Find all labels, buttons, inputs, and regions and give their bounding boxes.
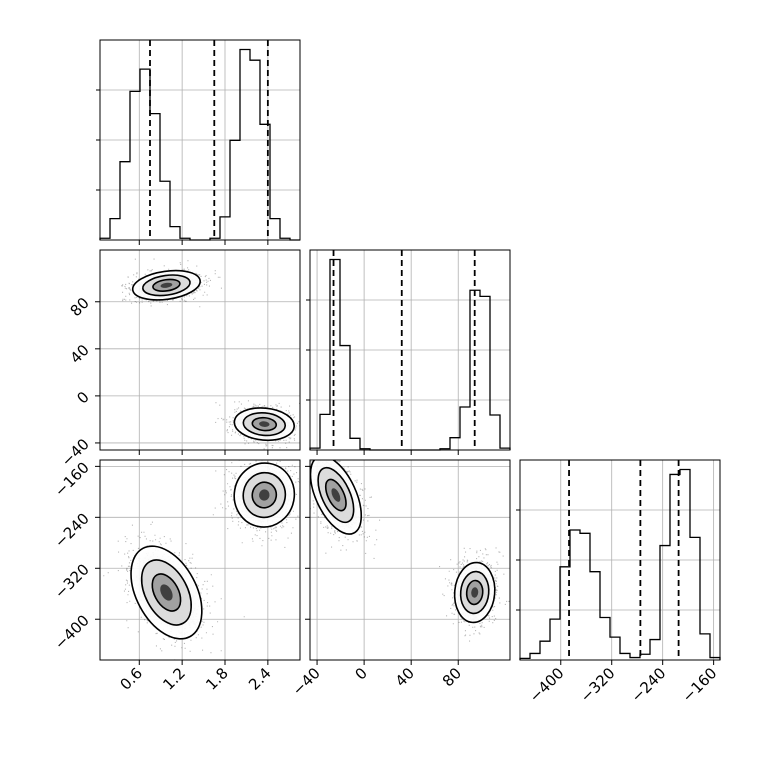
density-2-1-content [310,460,510,642]
xtick-label-2-0: −400 [526,664,568,706]
hist-1-frame [309,249,511,451]
density-2-1-contour-0-3 [471,587,479,598]
ytick-label-1-1: 0 [73,388,92,407]
hist-2-frame [519,459,721,661]
xtick-label-2-2: −240 [628,664,670,706]
density-1-0-content [121,258,300,450]
density-2-0-frame [99,459,301,661]
hist-0-frame [99,39,301,241]
ytick-label-2-1: −320 [51,560,93,602]
density-2-1-contour-1-3 [331,488,341,502]
xtick-label-0-1: 1.2 [159,664,189,694]
xtick-label-1-1: 0 [351,664,370,683]
xtick-label-2-3: −160 [679,664,721,706]
density-2-0-contour-1-3 [259,489,270,501]
ytick-label-2-2: −240 [51,509,93,551]
density-2-0-contour-0-3 [160,584,173,601]
hist-1-steps [309,258,511,451]
density-1-0-contour-1-3 [259,421,270,427]
hist-2-steps [519,468,721,660]
xtick-label-1-0: −40 [289,664,324,699]
hist-2-grid [520,460,720,660]
xtick-label-0-2: 1.8 [202,664,232,694]
hist-1-grid [310,250,510,450]
xtick-label-2-1: −320 [577,664,619,706]
ytick-label-2-0: −400 [51,611,93,653]
density-2-0-content [103,460,300,660]
xtick-label-1-2: 40 [392,664,418,690]
ytick-label-1-3: 80 [67,294,93,320]
xtick-label-0-3: 2.4 [245,664,275,694]
xtick-label-1-3: 80 [439,664,465,690]
density-1-0-contour-0-3 [160,282,173,288]
hist-0-steps [99,48,300,241]
ytick-label-1-2: 40 [67,341,93,367]
density-2-1-frame [309,459,511,661]
xtick-label-0-0: 0.6 [117,664,147,694]
density-1-0-frame [99,249,301,451]
